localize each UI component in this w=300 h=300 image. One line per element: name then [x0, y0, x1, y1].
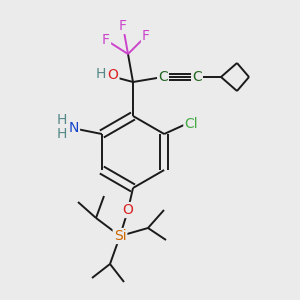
Text: Si: Si [114, 229, 126, 243]
Text: C: C [192, 70, 202, 84]
Text: N: N [69, 121, 79, 135]
Text: H: H [57, 113, 67, 127]
Text: O: O [108, 68, 118, 82]
Text: O: O [123, 203, 134, 217]
Text: F: F [142, 29, 150, 43]
Text: H: H [96, 67, 106, 81]
Text: H: H [57, 127, 67, 141]
Text: F: F [102, 33, 110, 47]
Text: Cl: Cl [184, 117, 198, 131]
Text: F: F [119, 19, 127, 33]
Text: C: C [158, 70, 168, 84]
